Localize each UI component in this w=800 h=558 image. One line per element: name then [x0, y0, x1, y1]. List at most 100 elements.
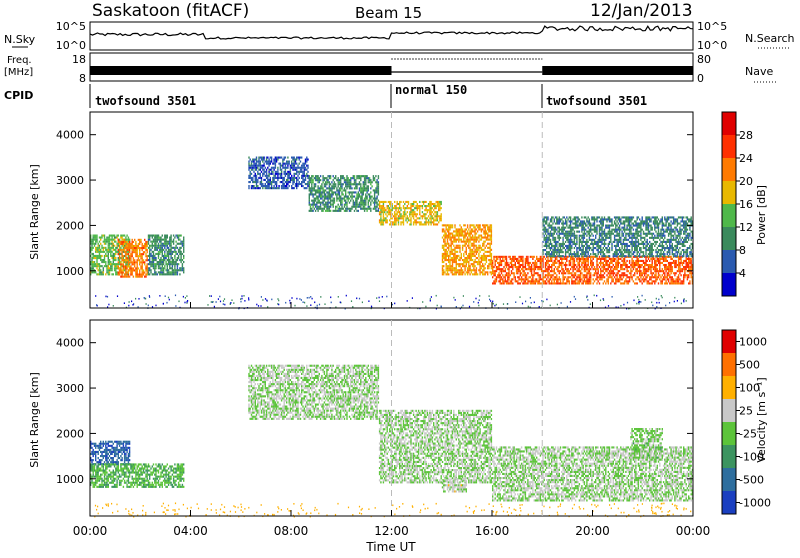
- power-cell: [493, 256, 494, 258]
- power-cell: [304, 167, 305, 169]
- power-cell: [108, 261, 109, 263]
- power-cell: [466, 253, 467, 255]
- power-cell: [561, 229, 562, 231]
- power-cell: [314, 189, 315, 191]
- power-cell: [572, 274, 573, 276]
- power-cell: [490, 249, 491, 251]
- power-cell: [546, 216, 547, 218]
- power-cell: [172, 247, 173, 249]
- power-cell: [132, 255, 133, 257]
- power-cell: [368, 181, 369, 183]
- power-cell: [266, 177, 267, 179]
- power-cell: [150, 245, 151, 247]
- power-cell: [361, 189, 362, 191]
- power-cell: [348, 191, 349, 193]
- power-cell: [630, 268, 631, 270]
- power-cell: [588, 256, 589, 258]
- power-cell: [530, 276, 531, 278]
- power-cell: [668, 268, 669, 270]
- power-cell: [679, 266, 680, 268]
- power-cell: [683, 278, 684, 280]
- power-cell: [561, 264, 562, 266]
- power-cell: [322, 210, 323, 212]
- power-cell: [535, 282, 536, 284]
- power-cell: [350, 179, 351, 181]
- power-cell: [369, 177, 370, 179]
- power-cell: [576, 278, 577, 280]
- power-cell: [94, 261, 95, 263]
- power-cell: [325, 181, 326, 183]
- power-cell: [588, 272, 589, 274]
- power-cell: [253, 181, 254, 183]
- power-cell: [355, 179, 356, 181]
- power-cell: [143, 261, 144, 263]
- power-cell: [615, 282, 616, 284]
- power-cell: [549, 278, 550, 280]
- power-cell: [677, 282, 678, 284]
- power-cell: [178, 239, 179, 241]
- power-cell: [116, 271, 117, 273]
- power-cell: [495, 270, 496, 272]
- power-cell: [294, 157, 295, 159]
- power-cell: [545, 233, 546, 235]
- power-cell: [376, 198, 377, 200]
- power-cell: [498, 266, 499, 268]
- power-cell: [173, 269, 174, 271]
- power-cell: [614, 276, 615, 278]
- power-cell: [316, 175, 317, 177]
- power-cell: [585, 264, 586, 266]
- power-cell: [620, 282, 621, 284]
- power-cell: [125, 255, 126, 257]
- power-cell: [662, 270, 663, 272]
- power-cell: [451, 226, 452, 228]
- power-cell: [451, 237, 452, 239]
- power-cell: [459, 257, 460, 259]
- power-cell: [511, 272, 512, 274]
- power-cell: [104, 247, 105, 249]
- power-cell: [389, 203, 390, 205]
- power-cell: [182, 259, 183, 261]
- power-cell: [95, 251, 96, 253]
- power-cell: [549, 237, 550, 239]
- power-cell: [158, 247, 159, 249]
- power-cell: [490, 230, 491, 232]
- power-cell: [383, 201, 384, 203]
- power-cell: [463, 253, 464, 255]
- power-cell: [574, 268, 575, 270]
- power-cell: [535, 280, 536, 282]
- power-cell: [315, 189, 316, 191]
- power-cell: [248, 165, 249, 167]
- power-cell: [110, 253, 111, 255]
- power-cell: [487, 237, 488, 239]
- power-cell: [398, 211, 399, 213]
- power-cell: [663, 260, 664, 262]
- power-cell: [491, 267, 492, 269]
- power-cell: [268, 159, 269, 161]
- power-cell: [505, 262, 506, 264]
- power-cell: [132, 251, 133, 253]
- power-cell: [649, 266, 650, 268]
- power-cell: [296, 173, 297, 175]
- power-cell: [550, 270, 551, 272]
- power-cell: [369, 200, 370, 202]
- power-cell: [135, 255, 136, 257]
- power-cell: [388, 209, 389, 211]
- power-cell: [273, 161, 274, 163]
- power-cell: [266, 159, 267, 161]
- power-cell: [405, 219, 406, 221]
- power-cell: [143, 269, 144, 271]
- power-cell: [126, 263, 127, 265]
- power-cell: [516, 280, 517, 282]
- power-cell: [130, 255, 131, 257]
- power-cell: [137, 247, 138, 249]
- power-cell: [327, 191, 328, 193]
- power-cell: [443, 245, 444, 247]
- power-cell: [182, 269, 183, 271]
- power-cell: [172, 253, 173, 255]
- power-cell: [629, 280, 630, 282]
- power-cell: [554, 278, 555, 280]
- power-cell: [408, 217, 409, 219]
- power-cell: [523, 280, 524, 282]
- power-cell: [579, 266, 580, 268]
- power-cell: [462, 235, 463, 237]
